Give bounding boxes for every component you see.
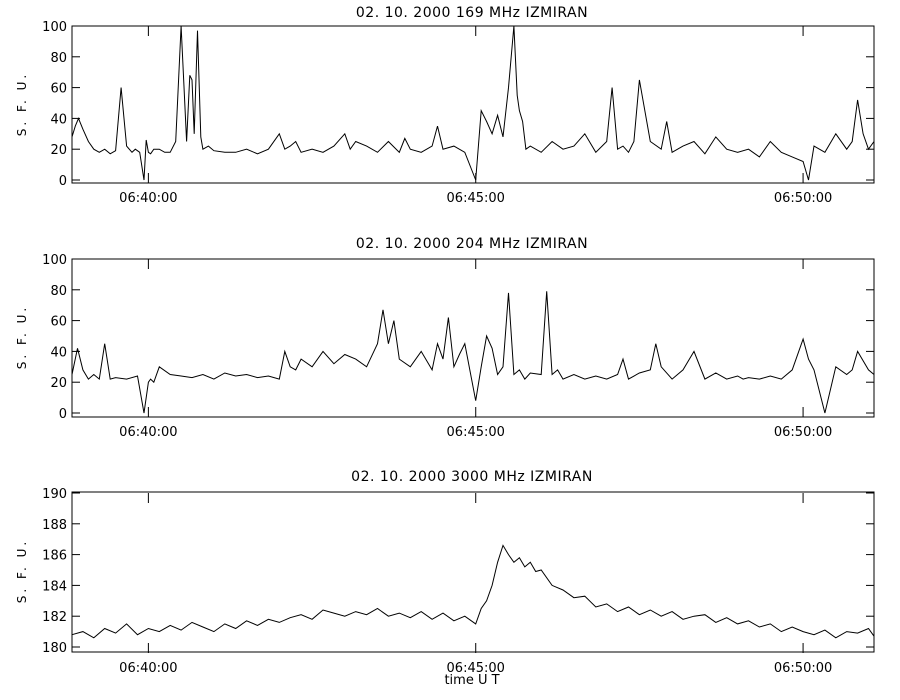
y-tick-label: 80 — [50, 51, 67, 66]
x-tick-label: 06:50:00 — [774, 425, 832, 440]
y-tick-label: 100 — [42, 253, 67, 268]
chart-title: 02. 10. 2000 169 MHz IZMIRAN — [356, 5, 588, 21]
x-ticks: 06:40:00 06:45:00 06:50:00 — [119, 259, 832, 440]
plot-frame — [71, 258, 875, 418]
y-tick-label: 180 — [42, 641, 67, 656]
chart-title: 02. 10. 2000 204 MHz IZMIRAN — [356, 236, 588, 252]
series-line — [71, 544, 875, 639]
y-axis-label: S. F. U. — [15, 305, 29, 369]
plot-frame — [71, 491, 875, 653]
y-ticks: 0 20 40 60 80 100 — [42, 253, 874, 422]
x-tick-label: 06:45:00 — [447, 425, 505, 440]
y-tick-label: 190 — [42, 487, 67, 502]
y-tick-label: 0 — [59, 407, 67, 422]
x-axis-label: time U T — [444, 673, 499, 688]
y-axis-label: S. F. U. — [15, 539, 29, 603]
y-ticks: 180 182 184 186 188 190 — [42, 487, 874, 656]
chart-title: 02. 10. 2000 3000 MHz IZMIRAN — [351, 469, 593, 485]
x-tick-label: 06:40:00 — [119, 425, 177, 440]
panel-204mhz: 02. 10. 2000 204 MHz IZMIRAN S. F. U. 0 2… — [15, 236, 875, 440]
y-tick-label: 80 — [50, 284, 67, 299]
y-ticks: 0 20 40 60 80 100 — [42, 20, 874, 189]
y-tick-label: 186 — [42, 549, 67, 564]
y-tick-label: 40 — [50, 345, 67, 360]
x-tick-label: 06:50:00 — [774, 661, 832, 676]
series-line — [71, 291, 875, 414]
x-tick-label: 06:40:00 — [119, 191, 177, 206]
y-tick-label: 20 — [50, 376, 67, 391]
y-tick-label: 60 — [50, 315, 67, 330]
y-axis-label: S. F. U. — [15, 72, 29, 136]
x-tick-label: 06:45:00 — [447, 661, 505, 676]
y-tick-label: 0 — [59, 174, 67, 189]
x-ticks: 06:40:00 06:45:00 06:50:00 — [119, 493, 832, 676]
y-tick-label: 188 — [42, 518, 67, 533]
x-ticks: 06:40:00 06:45:00 06:50:00 — [119, 26, 832, 206]
y-tick-label: 184 — [42, 579, 67, 594]
panel-3000mhz: 02. 10. 2000 3000 MHz IZMIRAN S. F. U. 1… — [15, 469, 875, 688]
series-line — [71, 25, 875, 181]
y-tick-label: 40 — [50, 112, 67, 127]
y-tick-label: 100 — [42, 20, 67, 35]
x-tick-label: 06:40:00 — [119, 661, 177, 676]
y-tick-label: 182 — [42, 610, 67, 625]
x-tick-label: 06:50:00 — [774, 191, 832, 206]
x-tick-label: 06:45:00 — [447, 191, 505, 206]
plot-frame — [71, 25, 875, 184]
y-tick-label: 60 — [50, 82, 67, 97]
panel-169mhz: 02. 10. 2000 169 MHz IZMIRAN S. F. U. 0 2… — [15, 5, 875, 206]
y-tick-label: 20 — [50, 143, 67, 158]
